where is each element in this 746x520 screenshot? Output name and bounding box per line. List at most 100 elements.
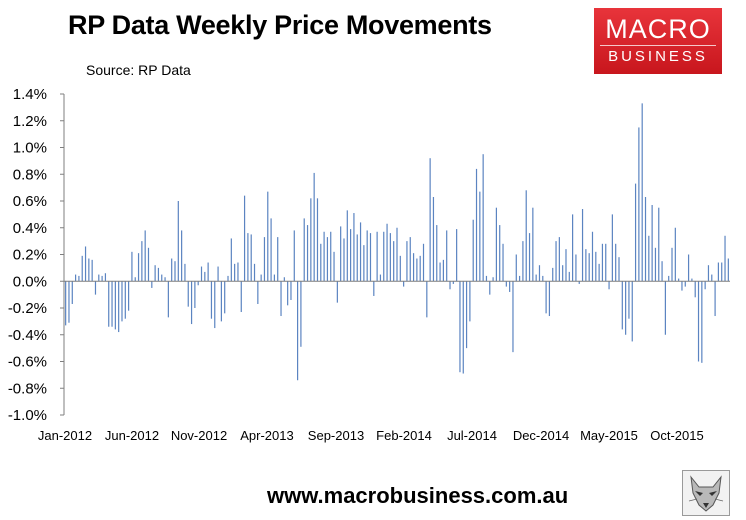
data-bar [343, 238, 345, 282]
data-bar [184, 263, 186, 282]
chart-title: RP Data Weekly Price Movements [68, 10, 492, 40]
x-tick-label: Oct-2015 [650, 428, 703, 443]
website-footer[interactable]: www.macrobusiness.com.au [267, 483, 569, 508]
data-bar [121, 281, 123, 322]
data-bar [641, 103, 643, 282]
data-bar [210, 281, 213, 319]
data-bar [257, 281, 259, 304]
data-bar [88, 258, 90, 282]
data-bar [515, 254, 517, 282]
data-bar [598, 263, 600, 282]
data-bar [396, 227, 398, 282]
data-bar [270, 218, 272, 282]
data-bar [452, 281, 454, 284]
data-bar [638, 127, 640, 282]
data-bar [114, 281, 116, 330]
data-bar [306, 225, 309, 282]
y-tick-label: 0.4% [13, 220, 47, 237]
data-bar [618, 257, 620, 282]
data-bar [181, 230, 183, 282]
data-bar [71, 281, 73, 304]
data-bar [399, 255, 401, 282]
data-bar [356, 234, 358, 282]
data-bar [575, 254, 577, 282]
data-bar [161, 274, 163, 282]
data-bar [552, 267, 554, 282]
data-bar [200, 266, 203, 282]
data-bar [359, 222, 362, 282]
x-tick-label: Jan-2012 [38, 428, 92, 443]
logo-divider [600, 45, 716, 46]
data-bar [419, 255, 421, 282]
data-bar [538, 265, 541, 282]
data-bar [512, 281, 514, 353]
data-bar [562, 265, 564, 282]
data-bar [694, 281, 696, 298]
data-bar [721, 262, 723, 282]
data-bar [151, 281, 153, 288]
data-bar [648, 235, 650, 282]
data-bar [124, 281, 126, 319]
y-tick-label: 1.2% [13, 113, 47, 130]
logo-text-business: BUSINESS [608, 48, 708, 65]
data-bar [323, 231, 325, 282]
data-bar [545, 281, 547, 314]
data-bar [701, 281, 703, 363]
data-bar [214, 281, 216, 329]
data-bar [499, 225, 501, 282]
data-bar [572, 214, 574, 282]
data-bar [386, 223, 388, 282]
data-bar [68, 281, 70, 323]
x-tick-label: Sep-2013 [308, 428, 364, 443]
data-bar [104, 273, 107, 282]
data-bar [489, 281, 491, 295]
data-bar [585, 249, 587, 282]
y-tick-label: -0.8% [8, 380, 47, 397]
data-bar [462, 281, 464, 374]
bar-series [65, 103, 729, 381]
data-bar [373, 281, 375, 296]
data-bar [412, 253, 415, 282]
data-bar [711, 274, 713, 282]
data-bar [313, 172, 315, 282]
data-bar [591, 231, 594, 282]
data-bar [661, 261, 663, 282]
data-bar [522, 241, 524, 282]
data-bar [131, 251, 133, 282]
data-bar [651, 205, 653, 282]
macrobusiness-logo[interactable]: MACRO BUSINESS [594, 8, 722, 74]
data-bar [108, 281, 110, 327]
data-bar [260, 274, 262, 282]
data-bar [717, 262, 719, 282]
data-bar [297, 281, 299, 381]
data-bar [532, 207, 534, 282]
data-bar [519, 275, 521, 282]
data-bar [555, 241, 557, 282]
data-bar [174, 261, 176, 282]
data-bar [565, 249, 567, 282]
data-bar [691, 278, 693, 282]
data-bar [393, 241, 395, 282]
data-bar [442, 259, 444, 282]
data-bar [525, 190, 527, 282]
data-bar [548, 281, 551, 317]
data-bar [330, 231, 332, 282]
data-bar [144, 230, 146, 282]
data-bar [171, 258, 173, 282]
data-bar [644, 196, 647, 282]
data-bar [608, 281, 610, 290]
data-bar [678, 278, 680, 282]
data-bar [277, 237, 279, 282]
data-bar [505, 281, 507, 287]
data-bar [475, 168, 478, 282]
data-bar [177, 201, 179, 282]
data-bar [621, 281, 623, 330]
data-bar [263, 237, 266, 282]
y-tick-label: 1.4% [13, 86, 47, 103]
y-tick-label: -1.0% [8, 407, 47, 424]
data-bar [611, 214, 613, 282]
x-tick-label: Nov-2012 [171, 428, 227, 443]
data-bar [293, 230, 295, 282]
data-bar [250, 234, 252, 282]
